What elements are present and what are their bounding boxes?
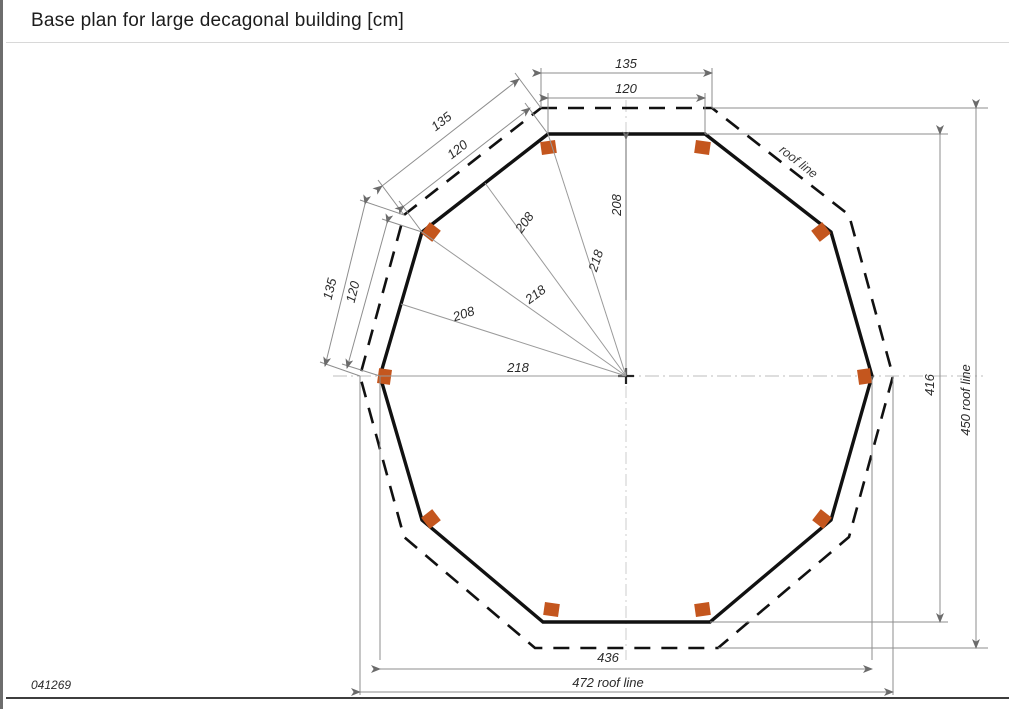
radius-leaders	[380, 133, 627, 377]
dim-label-radius-vertex-2: 218	[521, 281, 549, 307]
post-marker	[694, 140, 711, 155]
dim-label-vertical-half: 208	[609, 193, 624, 216]
dim-label-left-outer: 135	[320, 276, 340, 301]
dim-label-bottom-outer: 472 roof line	[572, 675, 644, 690]
dim-left-group	[319, 194, 423, 377]
post-marker	[421, 222, 441, 242]
post-marker	[421, 509, 441, 529]
dim-vertical-208: 208	[609, 131, 630, 300]
dim-label-radius-vertex-1: 218	[585, 247, 607, 274]
dim-label-upper-left-outer: 135	[428, 108, 455, 134]
post-marker	[811, 222, 831, 242]
page-title: Base plan for large decagonal building […	[31, 10, 404, 31]
dim-label-apothem-1: 208	[511, 209, 537, 237]
dim-label-left-inner: 120	[343, 279, 363, 304]
dim-right-group	[705, 99, 988, 649]
dim-upper-left-group	[372, 72, 549, 233]
dim-label-right-outer: 450 roof line	[958, 364, 973, 436]
base-plan-drawing: 208 218 218 218 208 208 135 120 135 1	[319, 56, 988, 696]
dim-label-right-inner: 416	[922, 373, 937, 395]
title-divider	[6, 42, 1009, 43]
drawing-number: 041269	[31, 678, 72, 692]
footer-divider	[6, 697, 1009, 699]
dim-label-radius-vertex-3: 218	[506, 360, 529, 375]
centre-lines	[333, 100, 983, 660]
dim-label-apothem-2: 208	[450, 303, 477, 325]
dim-bottom-group	[351, 376, 894, 696]
post-marker	[543, 602, 560, 617]
dim-label-bottom-inner: 436	[597, 650, 619, 665]
post-marker	[857, 368, 872, 385]
post-marker	[540, 140, 557, 155]
dim-label-top-inner: 120	[615, 81, 637, 96]
dim-top-group	[532, 68, 713, 134]
post-marker	[694, 602, 711, 617]
dim-label-top-outer: 135	[615, 56, 637, 71]
post-marker	[812, 509, 832, 529]
dim-label-upper-left-inner: 120	[444, 136, 471, 162]
